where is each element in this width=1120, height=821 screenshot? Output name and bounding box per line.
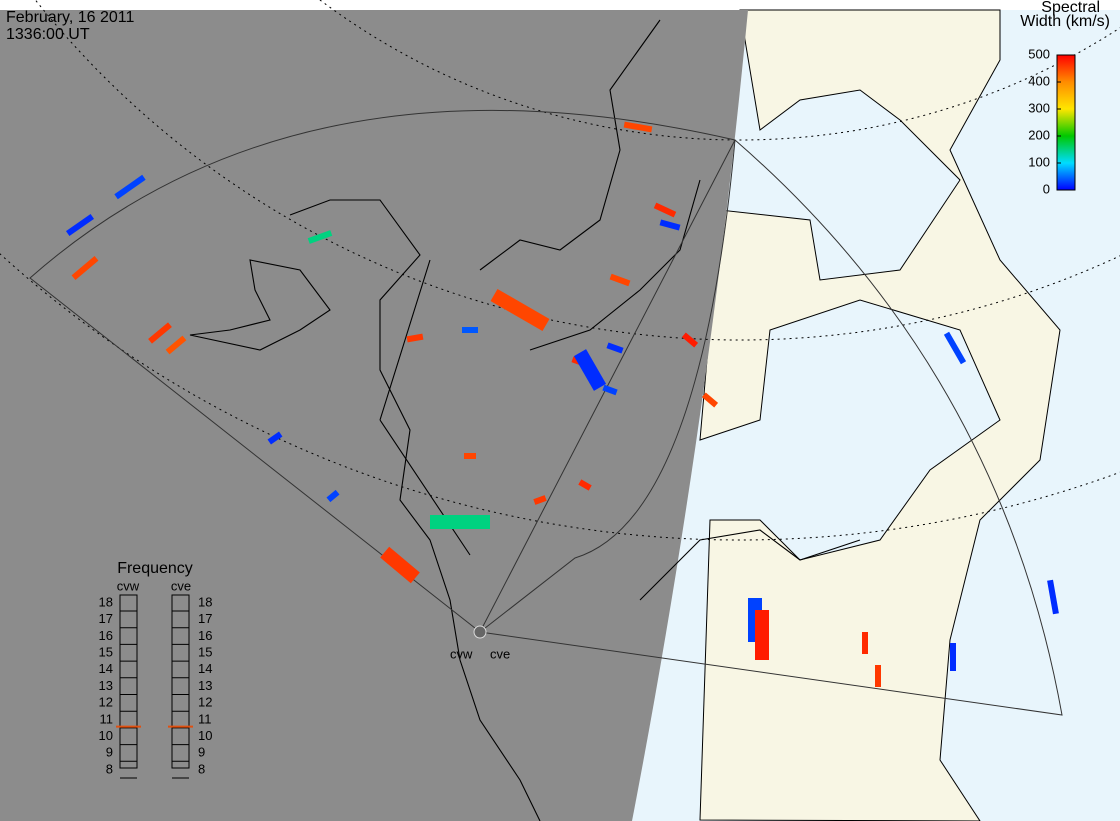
echo [65, 213, 95, 237]
echo [875, 665, 881, 687]
frequency-tick-label: 8 [198, 761, 205, 776]
echo [609, 273, 631, 287]
echo [71, 256, 99, 280]
frequency-tick-label: 12 [198, 695, 212, 710]
night-side [0, 10, 748, 821]
echo [602, 384, 618, 396]
frequency-tick-label: 14 [198, 661, 212, 676]
frequency-tick-label: 16 [198, 628, 212, 643]
radar-name: cve [171, 578, 191, 593]
echo [533, 495, 547, 505]
echo [1047, 579, 1059, 615]
echo [114, 174, 146, 200]
colorbar-title: Width (km/s) [1020, 13, 1110, 30]
frequency-tick-label: 8 [106, 761, 113, 776]
colorbar-tick-label: 400 [1028, 73, 1050, 88]
echo [464, 453, 476, 459]
colorbar-tick-label: 100 [1028, 154, 1050, 169]
echo [326, 489, 340, 503]
echo [653, 202, 677, 218]
frequency-tick-label: 13 [198, 678, 212, 693]
echo [623, 121, 653, 133]
grid-circles [0, 0, 1120, 541]
echo [755, 610, 769, 660]
echo [430, 515, 490, 529]
echo [267, 431, 283, 445]
time: 1336:00 UT [6, 26, 90, 43]
site-label: cvw [450, 646, 473, 661]
echo [462, 327, 478, 333]
land [699, 9, 1061, 821]
echo [681, 332, 699, 348]
frequency-box [119, 594, 138, 769]
frequency-tick-label: 15 [198, 645, 212, 660]
frequency-tick-label: 17 [99, 611, 113, 626]
echo [490, 288, 550, 332]
frequency-tick-label: 10 [99, 728, 113, 743]
echo [862, 632, 868, 654]
echo [606, 342, 624, 354]
echo [950, 643, 956, 671]
date: February, 16 2011 [6, 9, 134, 26]
radar-name: cvw [117, 578, 140, 593]
colorbar [1056, 54, 1076, 191]
colorbar-title: Spectral [1041, 0, 1100, 16]
echo [573, 349, 607, 391]
frequency-tick-label: 10 [198, 728, 212, 743]
colorbar-tick-label: 0 [1043, 181, 1050, 196]
frequency-title: Frequency [117, 560, 193, 577]
colorbar-tick-label: 500 [1028, 46, 1050, 61]
echo [578, 479, 592, 491]
echo [380, 546, 420, 584]
radar-site [473, 625, 487, 639]
colorbar-tick-label: 200 [1028, 127, 1050, 142]
frequency-tick-label: 16 [99, 628, 113, 643]
frequency-tick-label: 14 [99, 661, 113, 676]
echo [943, 331, 967, 365]
site-label: cve [490, 646, 510, 661]
frequency-tick-label: 18 [198, 594, 212, 609]
frequency-tick-label: 11 [198, 711, 212, 726]
frequency-tick-label: 12 [99, 695, 113, 710]
echo [659, 219, 681, 231]
coastlines [189, 19, 861, 821]
frequency-box [171, 594, 190, 769]
frequency-tick-label: 17 [198, 611, 212, 626]
colorbar-tick-label: 300 [1028, 100, 1050, 115]
echo [701, 392, 719, 408]
echo [165, 335, 187, 355]
frequency-tick-label: 9 [106, 745, 113, 760]
frequency-tick-label: 15 [99, 645, 113, 660]
frequency-tick-label: 13 [99, 678, 113, 693]
echo [307, 230, 333, 244]
frequency-tick-label: 9 [198, 745, 205, 760]
echo [148, 322, 172, 344]
frequency-tick-label: 11 [100, 711, 114, 726]
echo [406, 333, 424, 343]
frequency-tick-label: 18 [99, 594, 113, 609]
